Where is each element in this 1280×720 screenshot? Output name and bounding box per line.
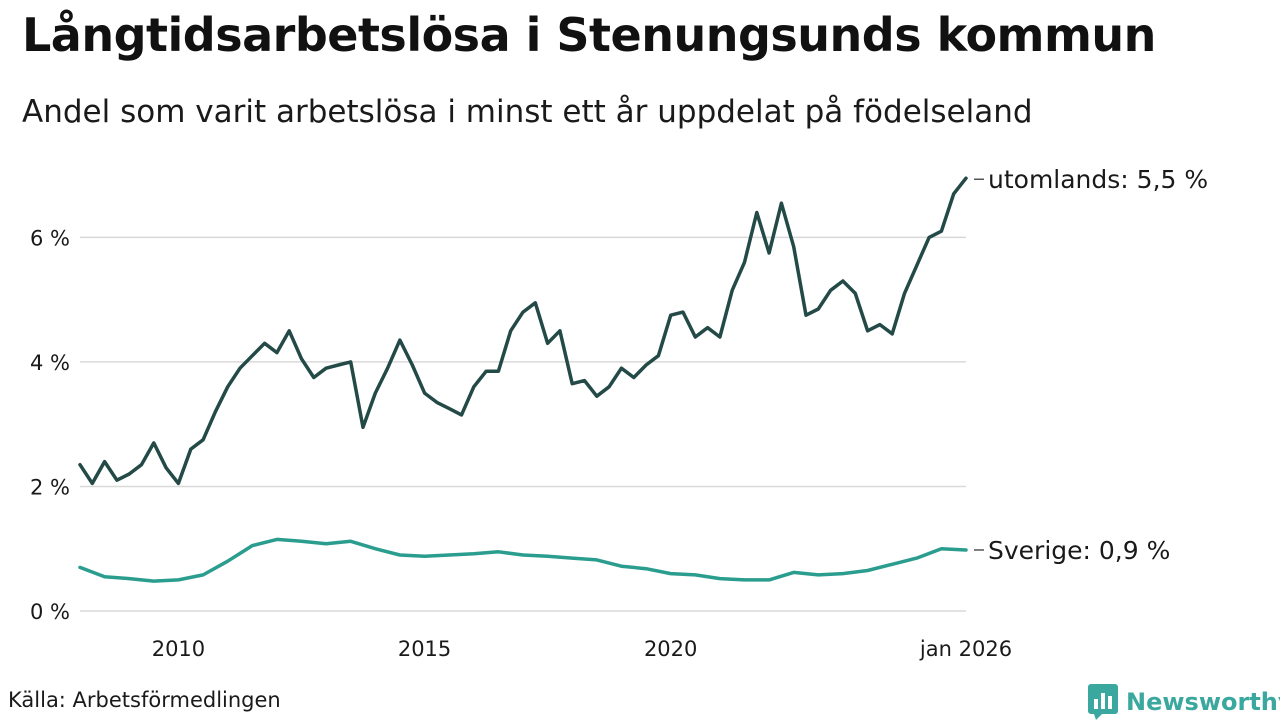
- series-line-utomlands: [78, 176, 968, 486]
- x-axis-ticks: 2010 2015 2020 jan 2026: [152, 637, 1012, 661]
- y-tick-label: 0 %: [30, 600, 70, 624]
- series-line-sverige: [78, 537, 968, 583]
- chart-title: Långtidsarbetslösa i Stenungsunds kommun: [22, 8, 1156, 62]
- series-lines: [78, 176, 968, 583]
- brand-name: Newsworthy: [1126, 688, 1280, 716]
- end-label-utomlands: utomlands: 5,5 %: [988, 165, 1208, 194]
- y-tick-label: 2 %: [30, 475, 70, 499]
- chart-subtitle: Andel som varit arbetslösa i minst ett å…: [22, 94, 1033, 130]
- gridlines: [80, 236, 966, 612]
- y-axis-ticks: 0 % 2 % 4 % 6 %: [30, 226, 70, 624]
- x-tick-label: 2010: [152, 637, 205, 661]
- y-tick-label: 6 %: [30, 226, 70, 250]
- x-tick-label: 2020: [644, 637, 697, 661]
- y-tick-label: 4 %: [30, 351, 70, 375]
- end-label-sverige: Sverige: 0,9 %: [988, 536, 1170, 565]
- x-tick-label: jan 2026: [919, 637, 1012, 661]
- end-labels: utomlands: 5,5 % Sverige: 0,9 %: [974, 165, 1208, 565]
- x-tick-label: 2015: [398, 637, 451, 661]
- brand-logo: Newsworthy: [1088, 684, 1280, 720]
- source-note: Källa: Arbetsförmedlingen: [8, 688, 281, 712]
- newsworthy-logo-icon: [1088, 684, 1118, 720]
